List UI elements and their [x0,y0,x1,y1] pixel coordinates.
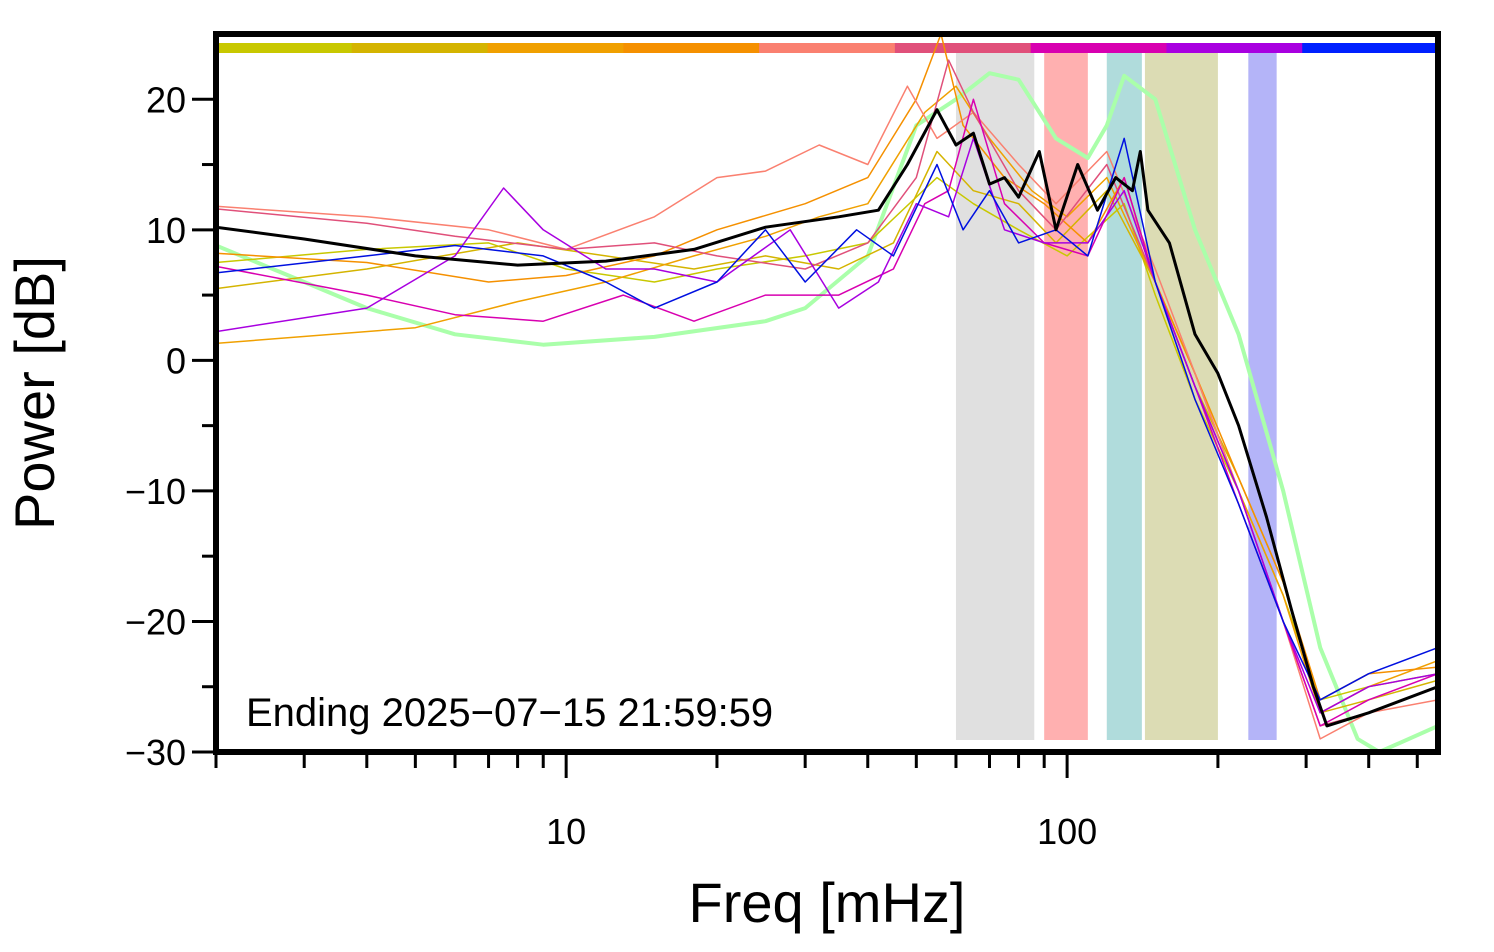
series-lines [216,34,1438,752]
frequency-band [1248,50,1277,740]
plot-frame [213,31,1441,755]
y-axis: 20 10 0 −10 −20 −30 [125,79,216,773]
color-strip-segment [1030,43,1167,53]
y-tick-label: −30 [125,732,186,773]
color-strip-segment [351,43,489,53]
frequency-bands [955,50,1277,740]
x-tick-label: 10 [546,811,586,852]
x-axis: 10 100 [214,752,1419,852]
series-line [216,137,1438,701]
x-tick-label: 100 [1037,811,1097,852]
color-strip-segment [216,43,353,53]
y-tick-label: 0 [166,340,186,381]
frequency-band [1144,50,1218,740]
color-strip-segment [487,43,624,53]
color-strip-segment [1302,43,1439,53]
series-line [216,85,1438,714]
series-line [216,34,1438,701]
color-strip-segment [894,43,1032,53]
series-line [216,137,1438,714]
series-line [216,108,1438,728]
ending-timestamp: Ending 2025−07−15 21:59:59 [246,691,773,735]
frequency-band [1106,50,1142,740]
series-line [216,71,1438,752]
color-strip [216,43,1439,53]
y-tick-label: 20 [146,79,186,120]
y-axis-title: Power [dB] [3,256,66,530]
y-tick-label: −10 [125,471,186,512]
color-strip-segment [623,43,760,53]
x-axis-title: Freq [mHz] [689,871,966,934]
y-tick-label: 10 [146,210,186,251]
frequency-band [1044,50,1088,740]
frequency-band [955,50,1035,740]
color-strip-segment [759,43,896,53]
y-tick-label: −20 [125,601,186,642]
color-strip-segment [1166,43,1303,53]
